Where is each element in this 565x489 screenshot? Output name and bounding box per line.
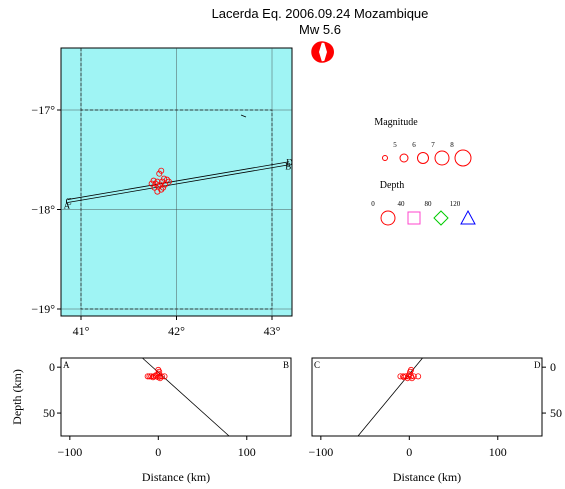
section-label-b: B xyxy=(285,162,291,172)
distance-tick-label: −100 xyxy=(57,445,82,459)
quake-marker xyxy=(154,188,161,195)
lat-tick-label: −17° xyxy=(31,103,55,117)
cross-section-end-label: B xyxy=(283,360,289,370)
legend-depth-circle xyxy=(380,210,396,226)
depth-tick-label: 50 xyxy=(43,406,55,420)
section-label-a: A xyxy=(64,201,71,211)
distance-tick-label: 0 xyxy=(406,445,412,459)
cross-section-quake xyxy=(400,374,407,381)
distance-axis-label: Distance (km) xyxy=(393,470,461,484)
lon-tick-label: 41° xyxy=(73,324,90,338)
depth-axis-label: Depth (km) xyxy=(10,369,24,425)
depth-tick-label: 0 xyxy=(49,360,55,374)
cross-section-start-label: C xyxy=(314,360,320,370)
legend-magnitude-label: 6 xyxy=(412,141,416,149)
quake-marker xyxy=(148,180,155,187)
cross-section-quake xyxy=(415,373,422,380)
legend-depth-diamond xyxy=(433,210,449,226)
cross-section-quake xyxy=(157,375,164,382)
section-label-d: D xyxy=(286,158,293,168)
quake-marker xyxy=(150,177,157,184)
cross-section-quake xyxy=(408,366,415,373)
distance-tick-label: 100 xyxy=(238,445,256,459)
coast-feature xyxy=(240,114,247,118)
legend-depth-square xyxy=(407,211,421,225)
cross-section-frame xyxy=(60,357,292,437)
beachball-icon xyxy=(311,41,334,63)
cross-section-frame xyxy=(311,357,543,437)
legend-magnitude-label: 8 xyxy=(450,141,454,149)
section-line xyxy=(67,161,290,200)
distance-tick-label: 100 xyxy=(489,445,507,459)
distance-tick-label: 0 xyxy=(155,445,161,459)
legend-depth-label: 40 xyxy=(398,200,406,208)
legend-depth-triangle xyxy=(460,209,476,225)
distance-axis-label: Distance (km) xyxy=(142,470,210,484)
quake-marker xyxy=(151,184,158,191)
map-subtitle: Mw 5.6 xyxy=(299,22,341,37)
quake-marker xyxy=(161,175,168,182)
cross-section-quake xyxy=(149,374,156,381)
legend-depth-label: 80 xyxy=(425,200,433,208)
legend-magnitude-circle xyxy=(454,149,472,167)
lat-tick-label: −18° xyxy=(31,203,55,217)
distance-tick-label: −100 xyxy=(308,445,333,459)
fault-plane-line xyxy=(357,357,423,437)
legend-magnitude-label: 7 xyxy=(431,141,435,149)
legend-magnitude-circle xyxy=(417,152,429,164)
legend-magnitude-circle xyxy=(434,150,450,166)
cross-section-quake xyxy=(146,373,153,380)
legend-depth-label: 0 xyxy=(371,200,375,208)
legend-depth-label: 120 xyxy=(450,200,461,208)
cross-section-start-label: A xyxy=(63,360,70,370)
section-line xyxy=(67,164,290,203)
quake-marker xyxy=(158,167,165,174)
cross-section-end-label: D xyxy=(534,360,541,370)
lon-tick-label: 43° xyxy=(264,324,281,338)
quake-marker xyxy=(163,176,170,183)
section-label-c: C xyxy=(66,197,72,207)
quake-marker xyxy=(165,178,172,185)
quake-marker xyxy=(156,170,163,177)
map-title: Lacerda Eq. 2006.09.24 Mozambique xyxy=(211,6,429,21)
lat-tick-label: −19° xyxy=(31,302,55,316)
lon-tick-label: 42° xyxy=(168,324,185,338)
legend-magnitude-label: 5 xyxy=(393,141,397,149)
cross-section-quake xyxy=(408,375,415,382)
quake-marker xyxy=(160,184,167,191)
legend-magnitude-circle xyxy=(382,155,388,161)
legend-magnitude-circle xyxy=(399,153,409,163)
quake-marker xyxy=(162,181,169,188)
cross-section-quake xyxy=(404,375,411,382)
legend-magnitude-title: Magnitude xyxy=(374,117,418,128)
depth-tick-label: 50 xyxy=(550,406,562,420)
cross-section-quake xyxy=(155,366,162,373)
legend-depth-title: Depth xyxy=(380,180,404,191)
depth-tick-label: 0 xyxy=(550,360,556,374)
